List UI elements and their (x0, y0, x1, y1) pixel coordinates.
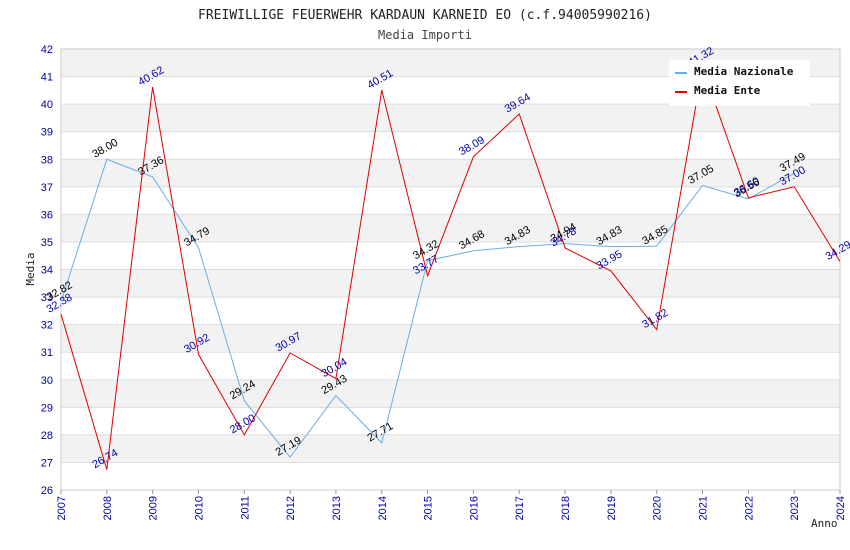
grid-bands (61, 49, 840, 463)
x-tick-label: 2024 (835, 496, 847, 520)
data-label: 34.29 (824, 239, 850, 263)
x-tick-label: 2016 (468, 496, 480, 520)
y-tick-label: 28 (41, 430, 53, 442)
x-axis-label: Anno (811, 517, 838, 530)
plot-frame (60, 48, 841, 491)
chart-subtitle: Media Importi (378, 28, 472, 42)
y-axis-ticks: 26 27 28 29 30 31 32 33 34 35 36 37 38 39 40 41 42 (41, 44, 53, 497)
x-tick-label: 2009 (148, 496, 160, 520)
x-tick-label: 2018 (560, 496, 572, 520)
x-tick-label: 2023 (789, 496, 801, 520)
grid-band (61, 324, 840, 353)
grid-band (61, 159, 840, 187)
x-tick-label: 2012 (285, 496, 297, 520)
y-tick-label: 34 (41, 265, 53, 277)
y-tick-label: 37 (41, 182, 53, 194)
x-tick-label: 2021 (698, 496, 710, 520)
y-tick-label: 31 (41, 347, 53, 359)
data-label: 33.95 (594, 248, 624, 272)
y-tick-label: 35 (41, 237, 53, 249)
y-tick-label: 30 (41, 375, 53, 387)
y-tick-label: 38 (41, 154, 53, 166)
y-tick-label: 42 (41, 44, 53, 56)
x-tick-label: 2019 (606, 496, 618, 520)
legend-label-nazionale: Media Nazionale (694, 65, 794, 78)
x-tick-label: 2022 (743, 496, 755, 520)
x-tick-label: 2008 (102, 496, 114, 520)
x-axis-ticks: 2007 2008 2009 2010 2011 2012 2013 2014 2015 2016… (56, 490, 847, 520)
chart-title: FREIWILLIGE FEUERWEHR KARDAUN KARNEID EO… (198, 8, 652, 23)
y-tick-label: 32 (41, 320, 53, 332)
legend-box (669, 60, 810, 106)
x-tick-label: 2014 (377, 496, 389, 520)
y-axis-label: Media (24, 252, 37, 285)
grid-band (61, 434, 840, 463)
x-tick-label: 2013 (331, 496, 343, 520)
y-tick-label: 26 (41, 485, 53, 497)
y-tick-label: 33 (41, 292, 53, 304)
y-tick-label: 27 (41, 457, 53, 469)
y-tick-label: 36 (41, 209, 53, 221)
y-tick-label: 40 (41, 99, 53, 111)
y-tick-label: 41 (41, 72, 53, 84)
y-tick-label: 39 (41, 127, 53, 139)
x-tick-label: 2020 (652, 496, 664, 520)
x-tick-label: 2007 (56, 496, 68, 520)
grid-band (61, 214, 840, 242)
y-tick-label: 29 (41, 402, 53, 414)
data-label: 38.00 (90, 137, 120, 161)
x-tick-label: 2011 (239, 496, 251, 520)
data-label: 38.09 (457, 134, 487, 158)
grid-band (61, 104, 840, 132)
legend: Media Nazionale Media Ente (669, 60, 810, 106)
grid-band (61, 269, 840, 298)
x-tick-label: 2015 (423, 496, 435, 520)
x-tick-label: 2017 (514, 496, 526, 520)
x-tick-label: 2010 (193, 496, 205, 520)
legend-label-ente: Media Ente (694, 84, 761, 97)
series-line-nazionale (60, 158, 795, 459)
grid-band (61, 379, 840, 408)
